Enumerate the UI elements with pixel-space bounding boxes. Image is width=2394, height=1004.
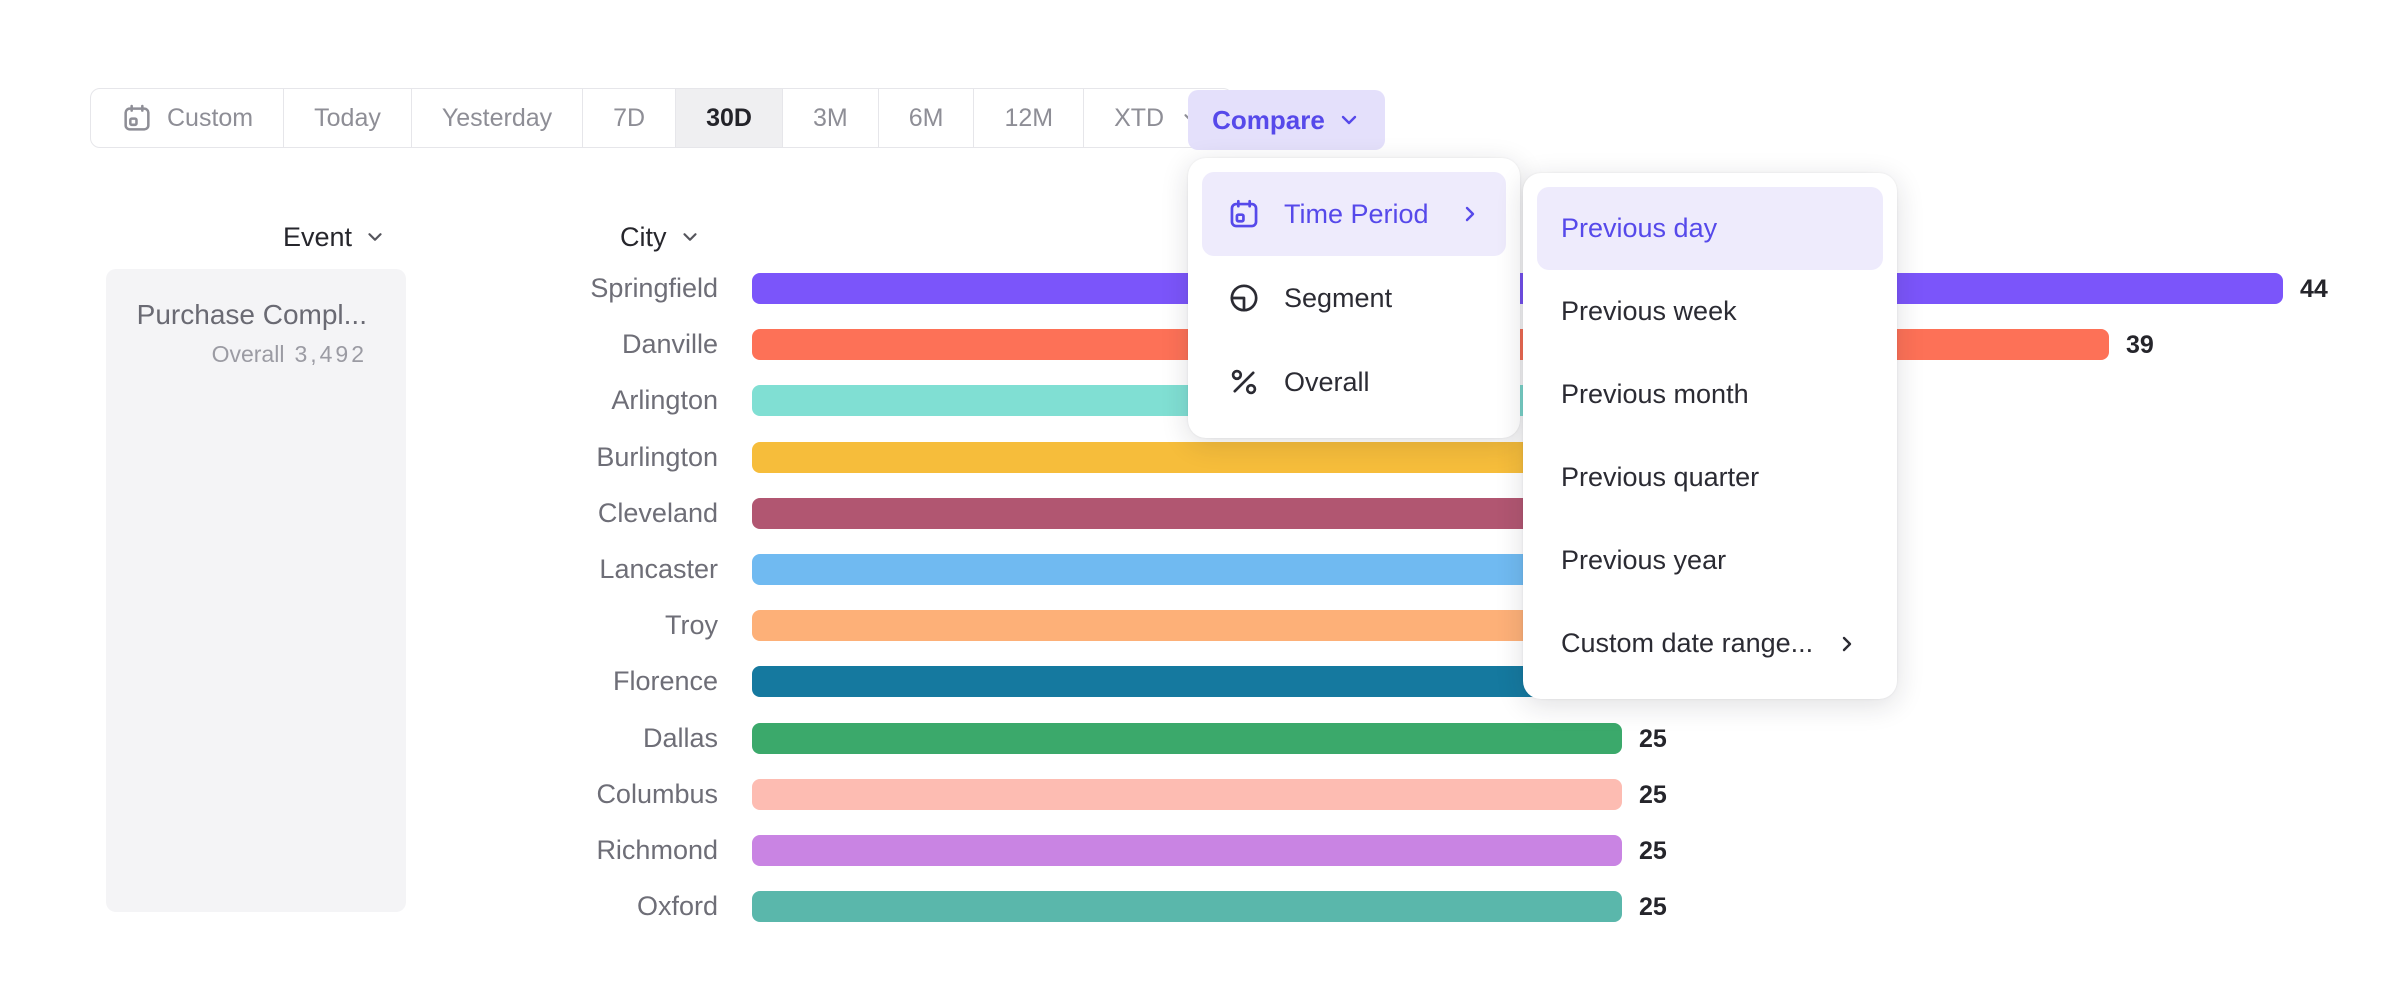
menu-item-label: Segment xyxy=(1284,282,1393,313)
bar-value-dallas: 25 xyxy=(1639,724,1667,753)
date-range-30d[interactable]: 30D xyxy=(676,89,783,147)
compare-menu-item-overall[interactable]: Overall xyxy=(1202,340,1506,424)
date-range-label: 30D xyxy=(706,103,752,132)
submenu-item-previous-week[interactable]: Previous week xyxy=(1537,270,1883,353)
compare-menu-item-time-period[interactable]: Time Period xyxy=(1202,172,1506,256)
bar-label-columbus: Columbus xyxy=(596,778,718,809)
bar-label-burlington: Burlington xyxy=(596,441,718,472)
submenu-item-custom-date-range[interactable]: Custom date range... xyxy=(1537,602,1883,685)
date-range-label: XTD xyxy=(1114,103,1165,132)
event-column-header[interactable]: Event xyxy=(283,222,386,252)
date-range-label: Yesterday xyxy=(441,103,553,132)
bar-label-danville: Danville xyxy=(621,329,718,360)
menu-item-label: Overall xyxy=(1284,366,1370,397)
overall-value: 3,492 xyxy=(294,341,367,367)
date-range-custom[interactable]: Custom xyxy=(91,89,285,147)
bar-label-oxford: Oxford xyxy=(636,891,718,922)
compare-menu-item-segment[interactable]: Segment xyxy=(1202,256,1506,340)
compare-label: Compare xyxy=(1212,104,1325,135)
city-column-header[interactable]: City xyxy=(620,222,701,252)
date-range-6m[interactable]: 6M xyxy=(879,89,975,147)
event-header-label: Event xyxy=(283,221,353,252)
menu-item-label: Previous month xyxy=(1561,379,1749,409)
event-name: Purchase Compl... xyxy=(136,299,367,330)
date-range-3m[interactable]: 3M xyxy=(783,89,879,147)
event-overall: Overall 3,492 xyxy=(137,341,367,368)
bar-label-richmond: Richmond xyxy=(596,835,718,865)
bar-label-arlington: Arlington xyxy=(611,385,718,416)
compare-button[interactable]: Compare xyxy=(1188,90,1385,150)
bar-value-columbus: 25 xyxy=(1639,780,1667,809)
submenu-item-previous-day[interactable]: Previous day xyxy=(1537,187,1883,270)
bar-label-lancaster: Lancaster xyxy=(599,554,718,584)
submenu-item-previous-year[interactable]: Previous year xyxy=(1537,519,1883,602)
segment-icon xyxy=(1226,280,1262,316)
bar-label-troy: Troy xyxy=(665,610,718,641)
bar-oxford[interactable] xyxy=(752,891,1622,923)
menu-item-label: Previous day xyxy=(1561,213,1718,243)
bar-columbus[interactable] xyxy=(752,778,1622,810)
date-range-group: Custom Today Yesterday 7D 30D 3M 6M 12M XTD xyxy=(90,88,1234,148)
submenu-item-previous-quarter[interactable]: Previous quarter xyxy=(1537,436,1883,519)
date-range-12m[interactable]: 12M xyxy=(974,89,1085,147)
chevron-right-icon xyxy=(1458,202,1482,226)
date-range-7d[interactable]: 7D xyxy=(583,89,677,147)
event-panel: Purchase Compl... Overall 3,492 xyxy=(106,269,406,912)
bar-value-danville: 39 xyxy=(2126,331,2154,360)
compare-dropdown-menu: Time Period Segment Overall xyxy=(1188,158,1520,438)
date-range-label: 7D xyxy=(613,103,646,132)
date-range-yesterday[interactable]: Yesterday xyxy=(412,89,584,147)
calendar-icon xyxy=(124,104,150,131)
bar-label-springfield: Springfield xyxy=(590,273,718,303)
menu-item-label: Custom date range... xyxy=(1561,628,1814,658)
menu-item-label: Previous quarter xyxy=(1561,462,1760,492)
event-card[interactable]: Purchase Compl... Overall 3,492 xyxy=(137,297,367,368)
time-period-submenu: Previous day Previous week Previous month P… xyxy=(1523,173,1897,699)
city-header-label: City xyxy=(620,221,667,252)
bar-dallas[interactable] xyxy=(752,722,1622,754)
menu-item-label: Time Period xyxy=(1284,198,1429,229)
date-range-label: Today xyxy=(314,103,381,132)
chevron-down-icon xyxy=(1341,115,1357,125)
date-range-label: 6M xyxy=(908,103,944,132)
calendar-icon xyxy=(1226,196,1262,232)
chevron-down-icon xyxy=(368,233,382,241)
bar-label-florence: Florence xyxy=(612,666,718,697)
bar-value-springfield: 44 xyxy=(2300,275,2328,303)
menu-item-label: Previous week xyxy=(1561,296,1737,326)
date-range-label: Custom xyxy=(167,103,254,132)
bar-label-cleveland: Cleveland xyxy=(597,497,718,528)
date-range-xtd[interactable]: XTD xyxy=(1084,89,1232,147)
bar-value-oxford: 25 xyxy=(1639,893,1667,922)
date-range-label: 12M xyxy=(1004,103,1054,132)
menu-item-label: Previous year xyxy=(1561,545,1727,575)
chevron-down-icon xyxy=(682,233,697,241)
overall-label: Overall xyxy=(211,341,285,367)
bar-richmond[interactable] xyxy=(752,835,1622,866)
date-range-label: 3M xyxy=(812,103,848,132)
bar-label-dallas: Dallas xyxy=(642,722,718,753)
submenu-item-previous-month[interactable]: Previous month xyxy=(1537,353,1883,436)
chevron-right-icon xyxy=(1835,632,1859,656)
bar-value-richmond: 25 xyxy=(1639,837,1667,865)
date-range-today[interactable]: Today xyxy=(284,89,412,147)
percent-icon xyxy=(1226,364,1262,400)
